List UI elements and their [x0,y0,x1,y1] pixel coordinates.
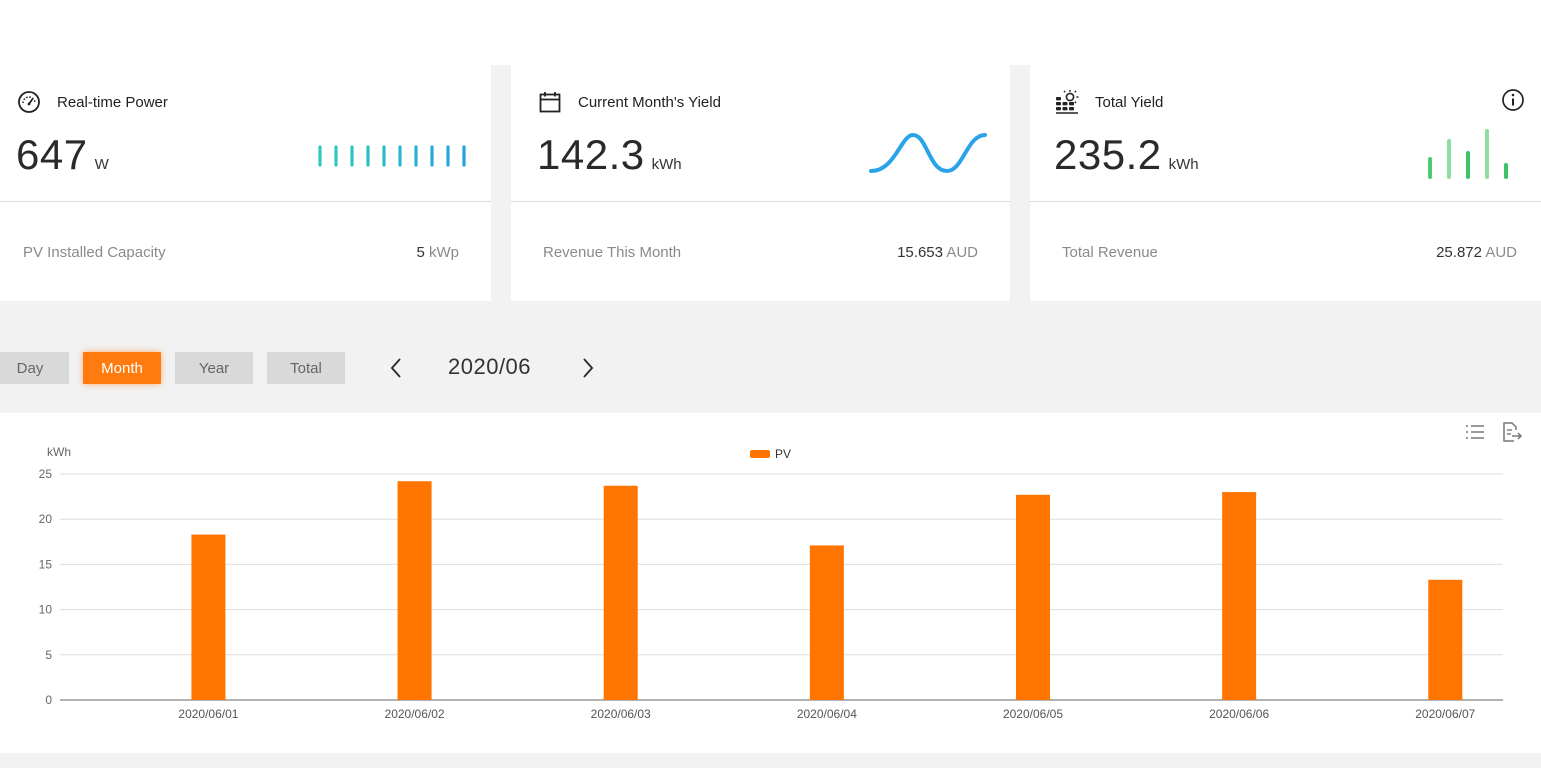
value-number: 142.3 [537,131,645,178]
gauge-icon [16,89,42,115]
sub-value: 15.653 AUD [897,244,978,261]
x-tick-label: 2020/06/05 [1003,707,1063,721]
y-tick-label: 0 [45,693,52,707]
bar-2020/06/04 [809,545,844,700]
card-divider [1030,201,1541,202]
card-title: Current Month's Yield [578,93,721,111]
legend-label: PV [775,447,791,461]
value-unit: kWh [1168,156,1199,173]
card-title: Total Yield [1095,93,1164,111]
info-icon[interactable] [1501,88,1525,112]
value-unit: kWh [651,156,682,173]
y-axis-label: kWh [47,445,71,459]
sub-value-number: 5 [416,244,425,261]
realtime-value: 647 W [16,131,109,179]
list-icon[interactable] [1464,421,1486,443]
card-divider [0,201,491,202]
sub-label: Total Revenue [1062,244,1158,261]
calendar-icon [537,89,563,115]
y-tick-label: 5 [45,648,52,662]
x-tick-label: 2020/06/07 [1415,707,1475,721]
total-value: 235.2 kWh [1054,131,1199,179]
period-total-button[interactable]: Total [267,352,345,384]
card-header: Current Month's Yield [537,87,721,117]
sub-value-number: 15.653 [897,244,943,261]
sub-value: 5 kWp [416,244,459,261]
sub-value-unit: kWp [429,244,459,261]
bar-2020/06/06 [1222,492,1257,700]
pv-bar-chart: 0 5 10 15 20 25 kWh PV 2020/06/01 2020/06/02 2020/… [39,445,1503,721]
total-yield-card: Total Yield 235.2 kWh Total Revenue 25.8… [1030,65,1541,301]
yield-wave-icon [869,132,987,174]
top-bar [0,0,1541,65]
power-sparkbars-icon [318,145,466,167]
chart-panel: 0 5 10 15 20 25 kWh PV 2020/06/01 2020/06/02 2020/… [0,413,1541,753]
y-tick-label: 10 [39,603,53,617]
month-yield-card: Current Month's Yield 142.3 kWh Revenue … [511,65,1010,301]
card-header: Real-time Power [16,87,168,117]
value-unit: W [94,156,109,173]
x-tick-label: 2020/06/06 [1209,707,1269,721]
month-value: 142.3 kWh [537,131,682,179]
value-number: 235.2 [1054,131,1162,178]
total-bars-icon [1428,129,1508,179]
value-number: 647 [16,131,88,178]
sub-label: Revenue This Month [543,244,682,261]
period-month-button[interactable]: Month [83,352,161,384]
y-tick-label: 20 [39,512,53,526]
card-title: Real-time Power [57,93,168,111]
chevron-right-icon[interactable] [578,354,598,382]
x-tick-label: 2020/06/02 [385,707,445,721]
realtime-power-card: Real-time Power 647 W PV Installed Capac… [0,65,491,301]
bar-2020/06/05 [1015,494,1050,700]
chevron-left-icon[interactable] [386,354,406,382]
sub-value: 25.872 AUD [1436,244,1517,261]
legend-swatch [750,450,770,458]
current-date-label: 2020/06 [448,354,532,379]
y-tick-label: 15 [39,557,53,571]
bar-2020/06/01 [191,534,226,700]
export-icon[interactable] [1501,421,1523,443]
sub-label: PV Installed Capacity [23,244,166,261]
solar-panel-icon [1054,89,1080,115]
sub-value-number: 25.872 [1436,244,1482,261]
bar-2020/06/02 [397,481,432,700]
x-tick-label: 2020/06/03 [591,707,651,721]
y-tick-label: 25 [39,467,53,481]
bar-2020/06/07 [1428,579,1463,700]
x-tick-label: 2020/06/04 [797,707,857,721]
sub-value-unit: AUD [946,244,978,261]
x-tick-label: 2020/06/01 [178,707,238,721]
sub-value-unit: AUD [1485,244,1517,261]
period-year-button[interactable]: Year [175,352,253,384]
card-divider [511,201,1010,202]
bar-2020/06/03 [603,485,638,700]
period-day-button[interactable]: Day [0,352,69,384]
card-header: Total Yield [1054,87,1163,117]
